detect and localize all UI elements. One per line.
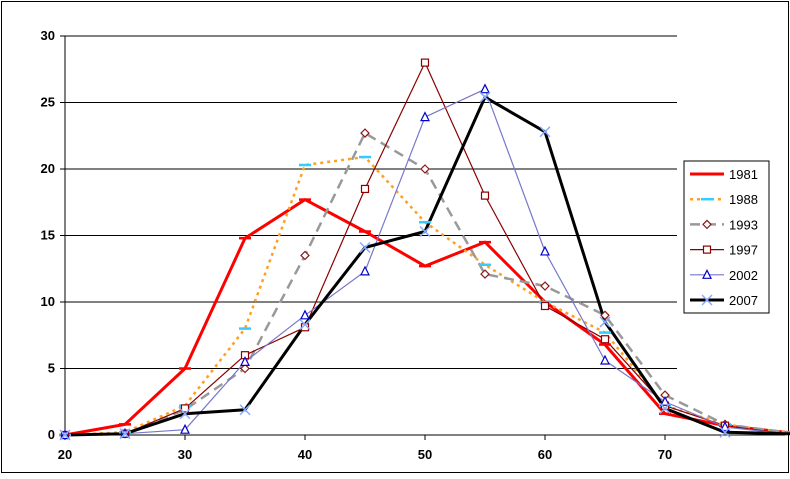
data-point-2002: [240, 356, 250, 366]
data-point-1993: [420, 164, 430, 174]
data-point-1997: [180, 404, 190, 413]
data-point-2007: [539, 126, 551, 138]
y-tick-label: 10: [41, 294, 55, 309]
data-point-1993: [480, 269, 490, 279]
data-point-2007: [719, 426, 731, 438]
legend-marker-1993: [702, 219, 712, 230]
data-point-2007: [479, 91, 491, 103]
legend-box: [683, 160, 770, 314]
data-point-2007: [119, 428, 131, 440]
legend-label: 1997: [729, 243, 758, 258]
x-tick-label: 50: [418, 447, 432, 462]
legend-label: 1988: [729, 192, 758, 207]
data-point-2002: [420, 111, 430, 122]
series-markers: [59, 58, 731, 441]
data-point-1997: [360, 184, 370, 194]
x-tick-label: 60: [538, 447, 552, 462]
legend-label: 1993: [729, 217, 758, 232]
data-point-2002: [540, 245, 550, 256]
data-point-1997: [420, 58, 430, 67]
data-point-1993: [300, 250, 310, 261]
y-tick-label: 25: [41, 95, 55, 110]
data-point-1997: [480, 191, 490, 200]
data-point-2002: [300, 309, 310, 320]
data-point-2007: [359, 241, 371, 254]
data-point-2007: [299, 319, 311, 331]
legend-marker-2002: [702, 268, 712, 279]
data-point-2002: [600, 354, 610, 365]
legend-label: 1981: [729, 167, 758, 182]
data-point-2002: [720, 421, 730, 432]
legend-label: 2007: [729, 293, 758, 308]
legend: 1981 1988 1993 1997 2002 2007: [683, 160, 770, 314]
data-point-2007: [59, 429, 71, 441]
x-tick-label: 20: [58, 447, 72, 462]
legend-marker-2007: [701, 294, 713, 306]
data-point-2007: [659, 402, 671, 414]
x-tick-label: 70: [658, 447, 672, 462]
data-point-2007: [239, 404, 251, 416]
data-point-1993: [600, 310, 610, 321]
y-tick-label: 20: [41, 161, 55, 176]
x-tick-label: 30: [178, 447, 192, 462]
data-point-2002: [480, 83, 490, 94]
y-tick-label: 15: [41, 228, 55, 243]
legend-label: 2002: [729, 268, 758, 283]
series-line-1993: [64, 131, 790, 437]
y-tick-label: 30: [41, 28, 55, 43]
y-tick-label: 0: [48, 427, 55, 442]
data-point-1997: [600, 335, 610, 344]
data-point-2002: [360, 265, 370, 276]
data-point-2007: [599, 316, 611, 328]
x-tick-label: 40: [298, 447, 312, 462]
data-point-2002: [660, 395, 670, 406]
axes: 0 5 10 15 20 25 30 20 30 40 50 60 70: [41, 28, 785, 462]
data-point-2002: [180, 423, 190, 434]
data-point-1993: [540, 281, 550, 291]
data-point-2007: [419, 225, 431, 238]
data-point-2007: [179, 408, 191, 420]
data-point-1993: [360, 128, 370, 138]
data-point-1997: [540, 301, 550, 311]
data-point-1993: [240, 363, 250, 374]
legend-marker-1997: [702, 245, 712, 254]
y-tick-label: 5: [48, 361, 55, 376]
